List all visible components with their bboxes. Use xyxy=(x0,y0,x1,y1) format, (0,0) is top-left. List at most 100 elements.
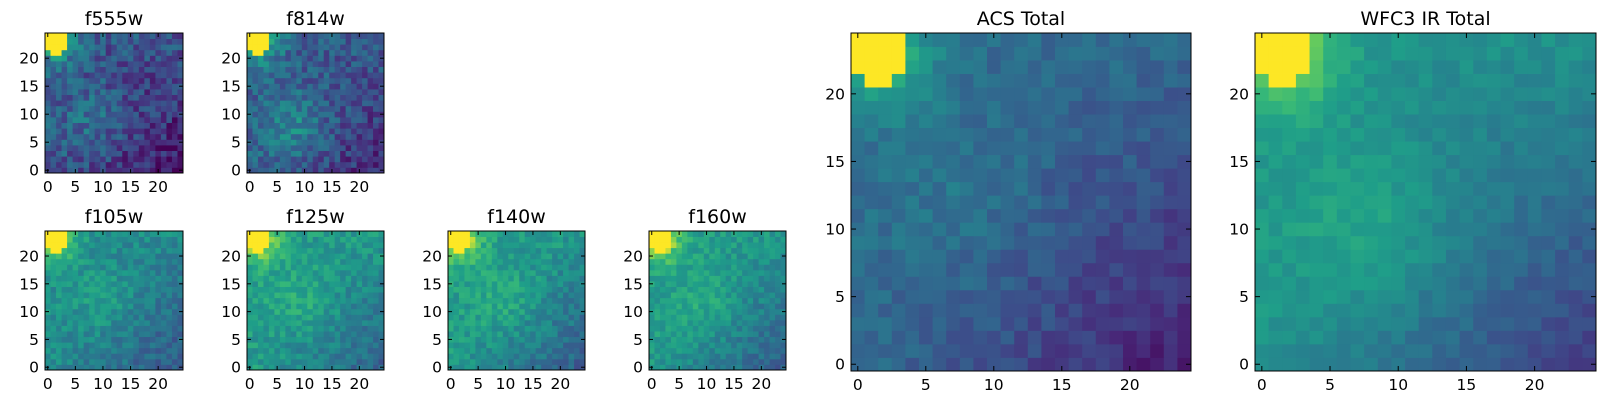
heatmap-cell xyxy=(285,33,292,39)
heatmap-cell xyxy=(1582,330,1597,345)
heatmap-cell xyxy=(133,308,140,315)
heatmap-cell xyxy=(329,292,336,299)
heatmap-cell xyxy=(356,94,363,101)
heatmap-cell xyxy=(568,247,575,254)
heatmap-cell xyxy=(329,358,336,365)
heatmap-cell xyxy=(681,303,688,310)
heatmap-cell xyxy=(252,303,259,310)
heatmap-cell xyxy=(659,253,666,260)
heatmap-cell xyxy=(94,336,101,343)
heatmap-cell xyxy=(138,156,145,163)
heatmap-cell xyxy=(105,139,112,146)
heatmap-cell xyxy=(1445,222,1460,237)
heatmap-cell xyxy=(758,286,765,293)
heatmap-cell xyxy=(508,364,515,371)
heatmap-cell xyxy=(334,331,341,338)
heatmap-cell xyxy=(301,297,308,304)
heatmap-cell xyxy=(323,94,330,101)
heatmap-cell xyxy=(56,61,62,67)
heatmap-cell xyxy=(946,195,961,210)
heatmap-cell xyxy=(469,336,476,343)
heatmap-cell xyxy=(160,331,167,338)
heatmap-cell xyxy=(356,89,363,95)
heatmap-cell xyxy=(1309,168,1324,183)
heatmap-cell xyxy=(149,281,156,287)
heatmap-cell xyxy=(1364,289,1379,304)
heatmap-cell xyxy=(263,242,270,249)
heatmap-cell xyxy=(351,167,357,174)
heatmap-cell xyxy=(144,314,151,321)
heatmap-cell xyxy=(67,111,73,118)
heatmap-cell xyxy=(709,353,716,360)
heatmap-cell xyxy=(334,150,341,157)
heatmap-cell xyxy=(166,72,173,79)
heatmap-cell xyxy=(166,281,173,287)
heatmap-cell xyxy=(67,336,73,343)
heatmap-cell xyxy=(247,353,253,360)
heatmap-cell xyxy=(149,33,156,39)
heatmap-cell xyxy=(67,269,73,276)
heatmap-cell xyxy=(1109,262,1124,277)
heatmap-cell xyxy=(257,314,264,321)
heatmap-cell xyxy=(329,264,336,271)
heatmap-cell xyxy=(362,33,368,39)
heatmap-cell xyxy=(1323,330,1338,345)
heatmap-cell xyxy=(546,358,553,365)
heatmap-cell xyxy=(720,331,727,338)
heatmap-cell xyxy=(171,253,178,260)
heatmap-cell xyxy=(177,303,184,310)
heatmap-cell xyxy=(378,89,385,95)
heatmap-cell xyxy=(257,336,264,343)
heatmap-cell xyxy=(323,342,330,349)
heatmap-cell xyxy=(579,286,586,293)
heatmap-cell xyxy=(149,236,156,243)
heatmap-cell xyxy=(61,353,68,360)
heatmap-cell xyxy=(552,331,558,338)
heatmap-cell xyxy=(155,61,162,67)
heatmap-cell xyxy=(753,347,759,354)
heatmap-cell xyxy=(307,77,314,84)
heatmap-cell xyxy=(247,133,253,140)
heatmap-cell xyxy=(905,154,920,169)
heatmap-cell xyxy=(329,308,336,315)
heatmap-cell xyxy=(155,358,162,365)
heatmap-cell xyxy=(252,145,259,151)
heatmap-cell xyxy=(508,247,515,254)
heatmap-cell xyxy=(1255,222,1270,237)
heatmap-cell xyxy=(334,297,341,304)
heatmap-cell xyxy=(279,44,286,51)
heatmap-cell xyxy=(177,342,184,349)
heatmap-cell xyxy=(946,222,961,237)
heatmap-cell xyxy=(127,319,134,326)
heatmap-cell xyxy=(89,258,96,265)
heatmap-cell xyxy=(329,353,336,360)
heatmap-cell xyxy=(89,100,96,107)
heatmap-cell xyxy=(356,331,363,338)
heatmap-cell xyxy=(72,342,79,349)
heatmap-cell xyxy=(491,247,498,254)
heatmap-cell xyxy=(166,258,173,265)
heatmap-cell xyxy=(356,145,363,151)
heatmap-cell xyxy=(45,258,51,265)
heatmap-cell xyxy=(959,208,974,223)
heatmap-cell xyxy=(307,253,314,260)
heatmap-cell xyxy=(670,236,677,243)
heatmap-cell xyxy=(89,122,96,129)
heatmap-cell xyxy=(1282,316,1297,331)
heatmap-cell xyxy=(100,139,107,146)
heatmap-cell xyxy=(50,83,57,90)
heatmap-cell xyxy=(133,89,140,95)
heatmap-cell xyxy=(274,325,281,332)
heatmap-cell xyxy=(94,358,101,365)
heatmap-cell xyxy=(268,281,275,287)
heatmap-cell xyxy=(67,286,73,293)
heatmap-cell xyxy=(731,319,738,326)
heatmap-cell xyxy=(1309,303,1324,318)
heatmap-cell xyxy=(50,336,57,343)
heatmap-cell xyxy=(351,286,357,293)
heatmap-cell xyxy=(301,38,308,45)
heatmap-cell xyxy=(1082,289,1097,304)
heatmap-cell xyxy=(296,139,303,146)
heatmap-cell xyxy=(373,269,379,276)
heatmap-cell xyxy=(946,208,961,223)
